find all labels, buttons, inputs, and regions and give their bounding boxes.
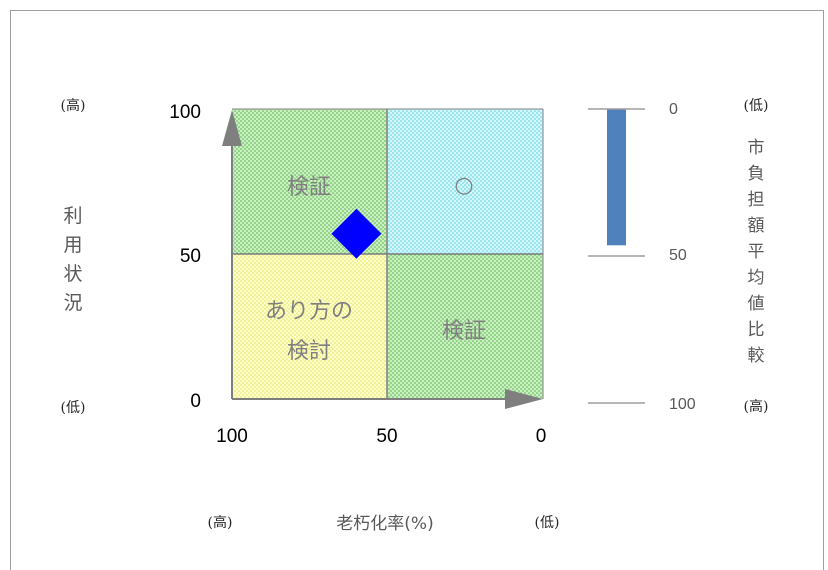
y-axis-title: 利 用 状 況 [63, 205, 82, 314]
svg-text:額: 額 [748, 216, 765, 236]
x-low-label: (低) [535, 515, 560, 531]
svg-text:較: 較 [748, 346, 765, 366]
burden-bottom-label: (高) [744, 398, 769, 415]
y-axis-arrow [222, 110, 242, 146]
svg-text:負: 負 [748, 164, 765, 184]
svg-text:用: 用 [63, 234, 82, 256]
burden-bar [607, 109, 626, 246]
x-axis-arrow [505, 389, 543, 409]
svg-text:均: 均 [748, 268, 765, 288]
quadrant-bottom-left-label-line2: 検討 [287, 339, 331, 364]
quadrant-bottom-left-area [232, 254, 387, 399]
x-tick-label: 0 [536, 426, 547, 447]
chart-frame [10, 10, 824, 570]
x-axis-title: 老朽化率(%) [336, 514, 433, 534]
svg-text:比: 比 [748, 320, 765, 340]
burden-tick-label: 100 [669, 396, 696, 413]
svg-text:利: 利 [63, 205, 82, 227]
svg-text:況: 況 [63, 292, 82, 314]
y-low-label: (低) [61, 400, 86, 416]
svg-text:状: 状 [63, 263, 82, 285]
x-tick-label: 100 [216, 426, 248, 447]
x-tick-label: 50 [376, 426, 397, 447]
y-high-label: (高) [61, 97, 86, 114]
quadrant-top-right-area [387, 109, 543, 254]
y-tick-label: 50 [180, 246, 201, 267]
svg-text:担: 担 [748, 190, 765, 210]
svg-text:市: 市 [748, 138, 765, 158]
quadrant-bottom-left-label-line1: あり方の [265, 299, 353, 324]
data-point-diamond [331, 208, 382, 259]
burden-tick-label: 50 [669, 247, 687, 264]
y-tick-label: 0 [190, 391, 201, 412]
burden-top-label: (低) [744, 98, 769, 114]
burden-tick-label: 0 [669, 101, 678, 118]
quadrant-bottom-right-label: 検証 [442, 319, 486, 344]
burden-axis-title: 市 負 担 額 平 均 値 比 較 [748, 138, 765, 366]
svg-text:値: 値 [748, 294, 765, 314]
x-high-label: (高) [208, 514, 233, 531]
y-tick-label: 100 [169, 102, 201, 123]
quadrant-top-left-label: 検証 [287, 175, 331, 200]
svg-text:平: 平 [748, 242, 765, 262]
quadrant-bottom-right-area [387, 254, 543, 399]
quadrant-top-right-label: ○ [454, 173, 473, 198]
